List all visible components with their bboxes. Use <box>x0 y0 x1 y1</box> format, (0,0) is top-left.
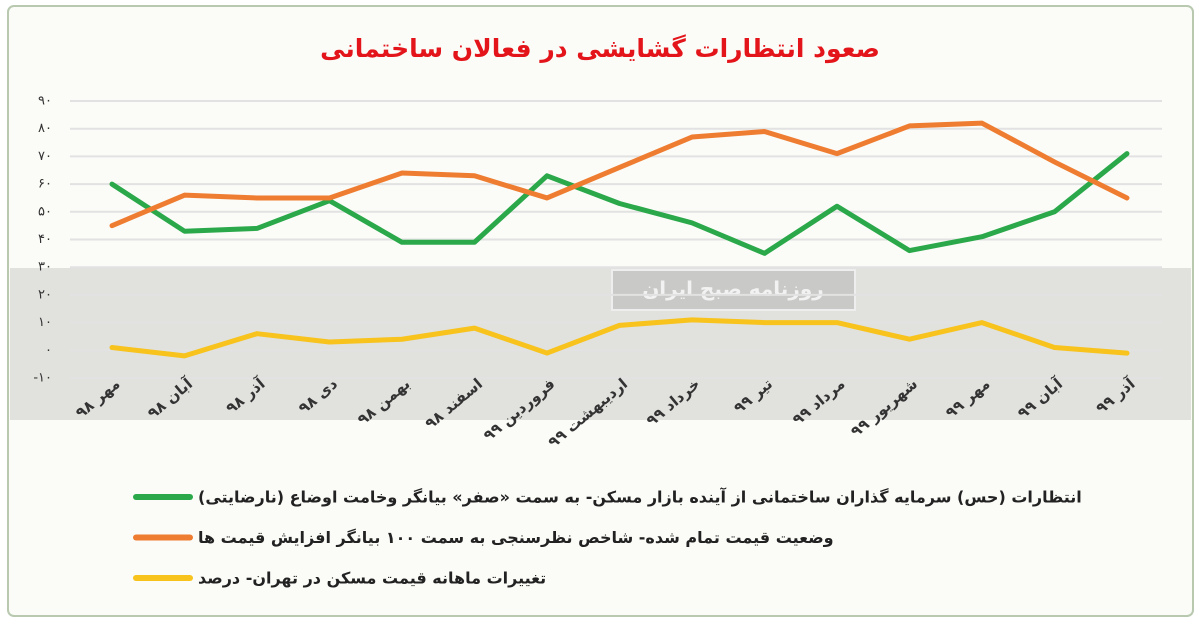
series-line <box>109 317 1130 359</box>
y-tick-label: ۹۰ <box>38 94 52 109</box>
series-line <box>109 151 1130 256</box>
legend-label: انتظارات (حس) سرمایه گذاران ساختمانی از … <box>198 487 1082 507</box>
band <box>10 268 1191 420</box>
y-tick-label: ۵۰ <box>38 204 52 219</box>
y-tick-label: ۴۰ <box>38 232 52 247</box>
y-tick-label: -۱۰ <box>33 371 52 386</box>
legend-label: وضعیت قیمت تمام شده- شاخص نظرسنجی به سمت… <box>198 528 834 547</box>
series-line <box>109 120 1130 229</box>
y-tick-label: ۲۰ <box>38 287 52 302</box>
y-tick-label: ۷۰ <box>38 149 52 164</box>
watermark-box <box>611 269 856 311</box>
y-tick-label: ۸۰ <box>38 121 52 136</box>
y-tick-label: ۱۰ <box>38 315 52 330</box>
y-tick-label: ۰ <box>45 343 52 358</box>
legend-label: تغییرات ماهانه قیمت مسکن در تهران- درصد <box>198 569 546 588</box>
watermark: روزنامه صبح ایران <box>642 277 824 301</box>
y-tick-label: ۳۰ <box>38 260 52 275</box>
y-tick-label: ۶۰ <box>38 177 52 192</box>
chart-title: صعود انتظارات گشایشی در فعالان ساختمانی <box>320 34 880 64</box>
